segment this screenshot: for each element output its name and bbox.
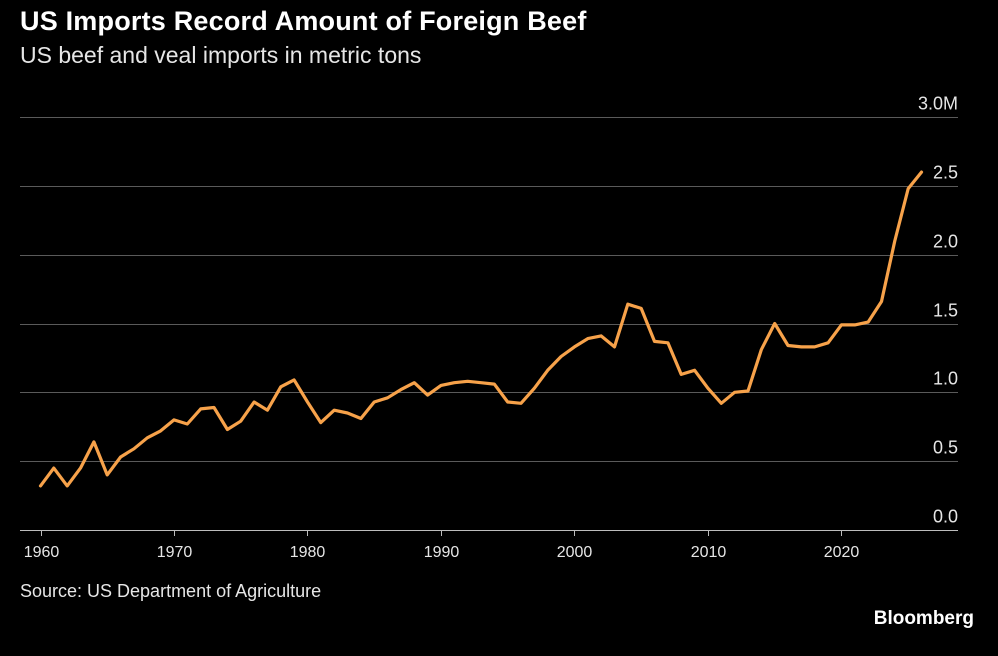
y-tick-label-6: 3.0M [918, 94, 958, 114]
series-lines [38, 170, 924, 488]
series-line-0 [38, 170, 924, 488]
x-tick-label-0: 1960 [24, 544, 60, 561]
x-tick-label-3: 1990 [424, 544, 460, 561]
gridlines [20, 117, 958, 531]
y-tick-label-3: 1.5 [933, 301, 958, 321]
y-tick-label-0: 0.0 [933, 507, 958, 527]
source-note: Source: US Department of Agriculture [20, 581, 322, 601]
y-tick-label-5: 2.5 [933, 163, 958, 183]
x-tick-label-4: 2000 [557, 544, 593, 561]
y-tick-label-4: 2.0 [933, 232, 958, 252]
x-tick-label-2: 1980 [290, 544, 326, 561]
y-tick-label-1: 0.5 [933, 438, 958, 458]
x-tick-label-5: 2010 [691, 544, 727, 561]
y-axis-tick-labels: 0.0 0.5 1.0 1.5 2.0 2.5 3.0M [918, 94, 958, 527]
x-tick-label-1: 1970 [157, 544, 193, 561]
x-axis-ticks: 1960 1970 1980 1990 2000 2010 2020 [24, 530, 860, 561]
chart-title: US Imports Record Amount of Foreign Beef [20, 6, 587, 36]
y-tick-label-2: 1.0 [933, 369, 958, 389]
x-tick-label-6: 2020 [824, 544, 860, 561]
bloomberg-logo: Bloomberg [873, 608, 974, 629]
chart-subtitle: US beef and veal imports in metric tons [20, 42, 422, 68]
